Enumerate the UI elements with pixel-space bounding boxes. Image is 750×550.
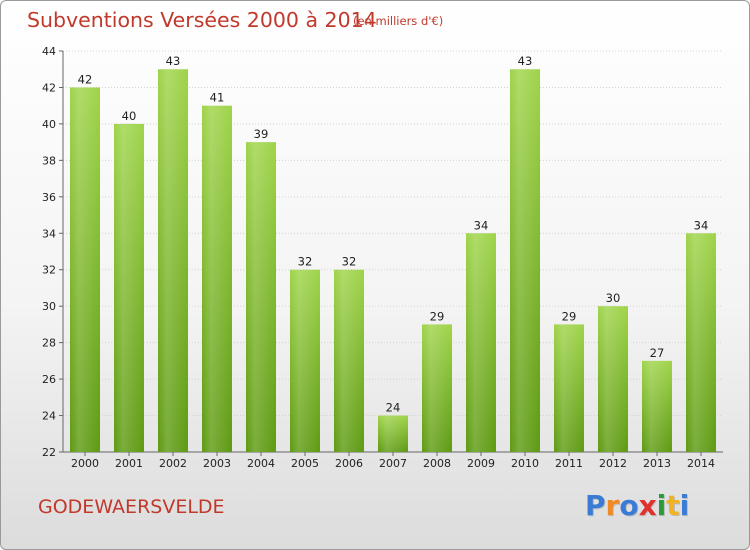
value-label-2006: 32 xyxy=(342,255,357,269)
x-tick-label-2002: 2002 xyxy=(159,457,187,470)
y-tick-label: 26 xyxy=(42,373,56,386)
bar-shine-2009 xyxy=(466,233,496,452)
x-tick-label-2013: 2013 xyxy=(643,457,671,470)
x-tick-label-2006: 2006 xyxy=(335,457,363,470)
x-tick-label-2014: 2014 xyxy=(687,457,715,470)
y-tick-label: 30 xyxy=(42,300,56,313)
bar-shine-2012 xyxy=(598,306,628,452)
bar-shine-2010 xyxy=(510,69,540,453)
chart-title: Subventions Versées 2000 à 2014 xyxy=(27,8,377,32)
y-tick-label: 28 xyxy=(42,337,56,350)
logo-letter: o xyxy=(619,489,639,522)
bar-shine-2007 xyxy=(378,415,408,452)
proxiti-logo: Proxiti xyxy=(585,489,689,522)
x-tick-label-2010: 2010 xyxy=(511,457,539,470)
x-tick-label-2000: 2000 xyxy=(71,457,99,470)
bar-shine-2013 xyxy=(642,360,672,452)
bar-shine-2014 xyxy=(686,233,716,452)
bars xyxy=(70,69,716,453)
value-label-2000: 42 xyxy=(78,72,93,86)
x-tick-label-2004: 2004 xyxy=(247,457,275,470)
value-label-2011: 29 xyxy=(562,309,577,323)
logo-letter: x xyxy=(638,489,657,522)
bar-shine-2011 xyxy=(554,324,584,452)
bar-shine-2001 xyxy=(114,123,144,452)
y-tick-label: 34 xyxy=(42,227,56,240)
logo-letter: P xyxy=(585,489,606,522)
x-tick-label-2005: 2005 xyxy=(291,457,319,470)
logo-letter: i xyxy=(679,489,690,522)
logo-letter: t xyxy=(666,489,680,522)
bar-shine-2002 xyxy=(158,69,188,453)
chart-subtitle: (en milliers d'€) xyxy=(353,14,444,28)
value-label-2010: 43 xyxy=(518,54,533,68)
x-tick-label-2003: 2003 xyxy=(203,457,231,470)
x-tick-label-2001: 2001 xyxy=(115,457,143,470)
commune-name: GODEWAERSVELDE xyxy=(38,496,225,518)
value-label-2005: 32 xyxy=(298,255,313,269)
bar-shine-2003 xyxy=(202,105,232,452)
y-tick-label: 38 xyxy=(42,154,56,167)
value-label-2001: 40 xyxy=(122,109,137,123)
labels: 22 24 26 28 30 32 34 36 38 40 42 44 42 2000 40 2001 43 20… xyxy=(42,45,715,470)
y-tick-label: 32 xyxy=(42,264,56,277)
logo-letter: i xyxy=(656,489,667,522)
y-tick-label: 24 xyxy=(42,410,56,423)
x-tick-label-2011: 2011 xyxy=(555,457,583,470)
x-tick-label-2009: 2009 xyxy=(467,457,495,470)
logo-letter: r xyxy=(605,489,620,522)
value-label-2004: 39 xyxy=(254,127,269,141)
bar-shine-2000 xyxy=(70,87,100,453)
value-label-2002: 43 xyxy=(166,54,181,68)
value-label-2007: 24 xyxy=(386,401,401,415)
x-tick-label-2012: 2012 xyxy=(599,457,627,470)
value-label-2009: 34 xyxy=(474,218,489,232)
y-tick-label: 40 xyxy=(42,118,56,131)
value-label-2013: 27 xyxy=(650,346,665,360)
bar-shine-2004 xyxy=(246,142,276,453)
y-tick-label: 36 xyxy=(42,191,56,204)
value-label-2003: 41 xyxy=(210,91,225,105)
value-label-2008: 29 xyxy=(430,309,445,323)
y-tick-label: 22 xyxy=(42,446,56,459)
bar-shine-2008 xyxy=(422,324,452,452)
x-tick-label-2007: 2007 xyxy=(379,457,407,470)
value-label-2014: 34 xyxy=(694,218,709,232)
value-label-2012: 30 xyxy=(606,291,621,305)
bar-shine-2006 xyxy=(334,269,364,452)
bar-shine-2005 xyxy=(290,269,320,452)
x-tick-label-2008: 2008 xyxy=(423,457,451,470)
y-tick-label: 42 xyxy=(42,81,56,94)
y-tick-label: 44 xyxy=(42,45,56,58)
